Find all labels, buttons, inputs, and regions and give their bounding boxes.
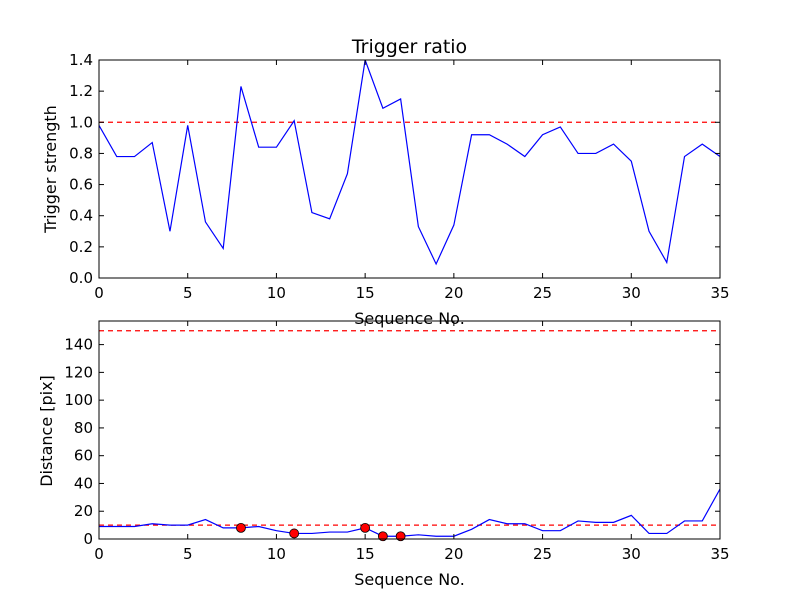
y-tick-label: 0.6 bbox=[69, 176, 93, 194]
x-tick-label: 25 bbox=[533, 284, 552, 302]
x-tick-label: 15 bbox=[356, 545, 375, 563]
series-line bbox=[99, 488, 720, 537]
axes-frame bbox=[98, 320, 721, 540]
y-tick-label: 80 bbox=[74, 419, 93, 437]
x-tick-label: 35 bbox=[710, 545, 729, 563]
y-tick-label: 0 bbox=[83, 530, 93, 548]
x-tick-label: 30 bbox=[622, 545, 641, 563]
highlight-point bbox=[236, 522, 246, 533]
y-axis-label: Distance [pix] bbox=[37, 375, 56, 487]
distance-plot: Sequence No. Distance [pix] 0 5 10 15 20 25 30… bbox=[37, 320, 730, 589]
y-tick-label: 140 bbox=[64, 336, 93, 354]
highlight-point bbox=[395, 531, 406, 542]
y-tick-label: 1.0 bbox=[69, 113, 93, 131]
y-tick-label: 100 bbox=[64, 391, 93, 409]
y-tick-label: 60 bbox=[74, 447, 93, 465]
x-tick-label: 20 bbox=[444, 284, 463, 302]
x-axis-label: Sequence No. bbox=[354, 309, 465, 328]
x-tick-label: 0 bbox=[94, 284, 104, 302]
x-tick-label: 5 bbox=[183, 545, 193, 563]
axes-frame bbox=[98, 59, 721, 279]
y-tick-label: 120 bbox=[64, 363, 93, 381]
highlight-point bbox=[360, 522, 371, 533]
highlight-point bbox=[377, 531, 388, 542]
y-tick-label: 40 bbox=[74, 474, 93, 492]
y-tick-label: 0.0 bbox=[69, 269, 93, 287]
y-tick-label: 0.4 bbox=[69, 207, 93, 225]
x-tick-label: 5 bbox=[183, 284, 193, 302]
y-tick-label: 0.2 bbox=[69, 238, 93, 256]
chart-title: Trigger ratio bbox=[351, 36, 467, 58]
x-tick-label: 35 bbox=[710, 284, 729, 302]
y-tick-label: 1.4 bbox=[69, 51, 93, 69]
highlight-point bbox=[289, 528, 300, 539]
x-tick-label: 30 bbox=[622, 284, 641, 302]
x-tick-label: 0 bbox=[94, 545, 104, 563]
x-tick-label: 10 bbox=[267, 545, 286, 563]
x-tick-label: 25 bbox=[533, 545, 552, 563]
x-tick-label: 10 bbox=[267, 284, 286, 302]
series-line bbox=[99, 60, 720, 266]
x-tick-label: 15 bbox=[356, 284, 375, 302]
x-axis-label: Sequence No. bbox=[354, 570, 465, 589]
y-tick-label: 1.2 bbox=[69, 82, 93, 100]
y-tick-label: 20 bbox=[74, 502, 93, 520]
trigger-ratio-plot: Trigger ratio Sequence No. Trigger stren… bbox=[41, 36, 730, 328]
x-tick-label: 20 bbox=[444, 545, 463, 563]
y-axis-label: Trigger strength bbox=[41, 105, 60, 234]
y-tick-label: 0.8 bbox=[69, 144, 93, 162]
